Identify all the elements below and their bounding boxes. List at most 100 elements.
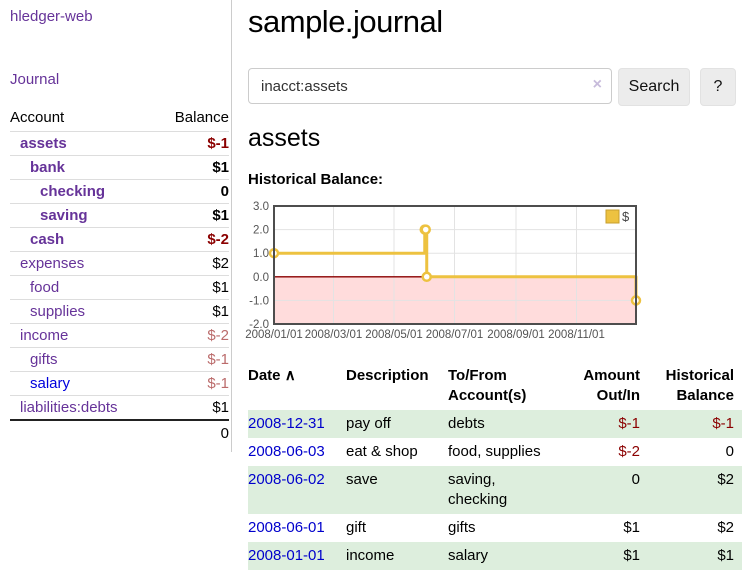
register-header-historical-balance[interactable]: Historical Balance <box>665 367 734 404</box>
transaction-date-link[interactable]: 2008-06-02 <box>248 471 325 488</box>
transaction-date-link[interactable]: 2008-06-03 <box>248 443 325 460</box>
register-row: 2008-06-01 gift gifts $1 $2 <box>248 514 742 542</box>
transaction-date-link[interactable]: 2008-01-01 <box>248 547 325 564</box>
data-point-marker <box>420 224 431 235</box>
register-cell-accounts: gifts <box>448 519 476 536</box>
account-balance: $1 <box>155 275 229 300</box>
historical-balance-chart: 3.0 2.0 1.0 0.0 -1.0 -2.0 2008/01/01 2008/03/01… <box>244 196 644 342</box>
accounts-total-value: 0 <box>155 419 229 446</box>
account-row: income $-2 <box>10 323 229 348</box>
accounts-header-row: Account Balance <box>10 106 229 132</box>
register-cell-date: 2008-01-01 <box>248 542 346 570</box>
account-link-gifts[interactable]: gifts <box>30 351 58 368</box>
register-cell-balance: 0 <box>725 443 734 460</box>
register-cell-amount: $-1 <box>618 415 640 432</box>
register-header-row: Date ∧ Description To/From Account(s) Amoun… <box>248 362 742 410</box>
register-cell-balance: $1 <box>717 547 734 564</box>
account-balance: $1 <box>155 395 229 420</box>
transaction-date-link[interactable]: 2008-06-01 <box>248 519 325 536</box>
account-balance: $-1 <box>155 131 229 156</box>
account-row: supplies $1 <box>10 299 229 324</box>
account-link-cash[interactable]: cash <box>30 231 65 248</box>
register-cell-accounts: food, supplies <box>448 443 541 460</box>
register-header-description[interactable]: Description <box>346 367 429 384</box>
y-tick-label: 0.0 <box>253 272 269 284</box>
accounts-header-account: Account <box>10 109 65 126</box>
account-balance: $2 <box>155 251 229 276</box>
account-row: salary $-1 <box>10 371 229 396</box>
accounts-total-row: 0 <box>10 419 229 446</box>
account-row: food $1 <box>10 275 229 300</box>
register-cell-date: 2008-12-31 <box>248 410 346 438</box>
accounts-table: Account Balance assets $-1 bank $1 checking 0… <box>10 106 229 446</box>
register-cell-balance: $2 <box>717 471 734 488</box>
account-link-food[interactable]: food <box>30 279 60 296</box>
account-balance: $-2 <box>155 227 229 252</box>
account-link-supplies[interactable]: supplies <box>30 303 86 320</box>
y-tick-label: 1.0 <box>253 248 269 260</box>
register-row: 2008-12-31 pay off debts $-1 $-1 <box>248 410 742 438</box>
register-header-date[interactable]: Date ∧ <box>248 367 296 384</box>
y-tick-label: 3.0 <box>253 201 269 213</box>
sort-ascending-icon: ∧ <box>284 367 296 384</box>
register-cell-date: 2008-06-03 <box>248 438 346 466</box>
sidebar: hledger-web Journal Account Balance asse… <box>0 0 232 452</box>
legend-swatch <box>605 209 620 224</box>
account-row: cash $-2 <box>10 227 229 252</box>
register-header-to-from-account-s-[interactable]: To/From Account(s) <box>448 367 527 404</box>
app-title-link[interactable]: hledger-web <box>10 8 93 25</box>
transaction-date-link[interactable]: 2008-12-31 <box>248 415 325 432</box>
legend-label: $ <box>622 209 630 224</box>
account-balance: $1 <box>155 203 229 228</box>
register-cell-description: income <box>346 547 395 564</box>
register-table: Date ∧ Description To/From Account(s) Amoun… <box>248 362 742 570</box>
account-balance: $-1 <box>155 371 229 396</box>
account-link-assets[interactable]: assets <box>20 135 67 152</box>
register-cell-description: save <box>346 471 378 488</box>
register-cell-description: gift <box>346 519 367 536</box>
register-cell-date: 2008-06-01 <box>248 514 346 542</box>
account-row: bank $1 <box>10 155 229 180</box>
register-cell-description: eat & shop <box>346 443 418 460</box>
account-link-expenses[interactable]: expenses <box>20 255 85 272</box>
search-input[interactable] <box>248 68 612 104</box>
register-cell-accounts: debts <box>448 415 485 432</box>
register-row: 2008-01-01 income salary $1 $1 <box>248 542 742 570</box>
page-title: sample.journal <box>248 4 443 39</box>
plot-border <box>273 205 637 325</box>
register-cell-amount: $1 <box>623 547 640 564</box>
register-cell-description: pay off <box>346 415 391 432</box>
x-tick-label: 2008/03/01 <box>305 329 363 341</box>
register-cell-accounts: saving, checking <box>448 471 508 508</box>
account-balance: $-1 <box>155 347 229 372</box>
account-link-income[interactable]: income <box>20 327 69 344</box>
register-cell-date: 2008-06-02 <box>248 466 346 514</box>
account-row: checking 0 <box>10 179 229 204</box>
x-tick-label: 2008/09/01 <box>487 329 545 341</box>
x-tick-label: 2008/11/01 <box>548 329 605 341</box>
account-link-bank[interactable]: bank <box>30 159 66 176</box>
nav-journal-link[interactable]: Journal <box>10 71 60 88</box>
help-button[interactable]: ? <box>700 68 736 106</box>
register-header-amount-out-in[interactable]: Amount Out/In <box>583 367 640 404</box>
account-link-checking[interactable]: checking <box>40 183 106 200</box>
register-cell-amount: $-2 <box>618 443 640 460</box>
account-link-liabilities-debts[interactable]: liabilities:debts <box>20 399 118 416</box>
x-tick-label: 2008/01/01 <box>245 329 303 341</box>
accounts-header-balance: Balance <box>174 109 229 126</box>
account-row: liabilities:debts $1 <box>10 395 229 420</box>
account-link-salary[interactable]: salary <box>30 375 71 392</box>
account-heading: assets <box>248 124 321 152</box>
register-cell-amount: 0 <box>631 471 640 488</box>
account-link-saving[interactable]: saving <box>40 207 88 224</box>
search-button[interactable]: Search <box>618 68 690 106</box>
register-row: 2008-06-03 eat & shop food, supplies $-2 0 <box>248 438 742 466</box>
account-row: expenses $2 <box>10 251 229 276</box>
x-tick-label: 2008/07/01 <box>426 329 484 341</box>
register-row: 2008-06-02 save saving, checking 0 $2 <box>248 466 742 514</box>
data-point-marker <box>421 271 432 283</box>
account-balance: $-2 <box>155 323 229 348</box>
clear-search-icon[interactable]: × <box>592 76 602 93</box>
total-spacer <box>10 419 156 446</box>
